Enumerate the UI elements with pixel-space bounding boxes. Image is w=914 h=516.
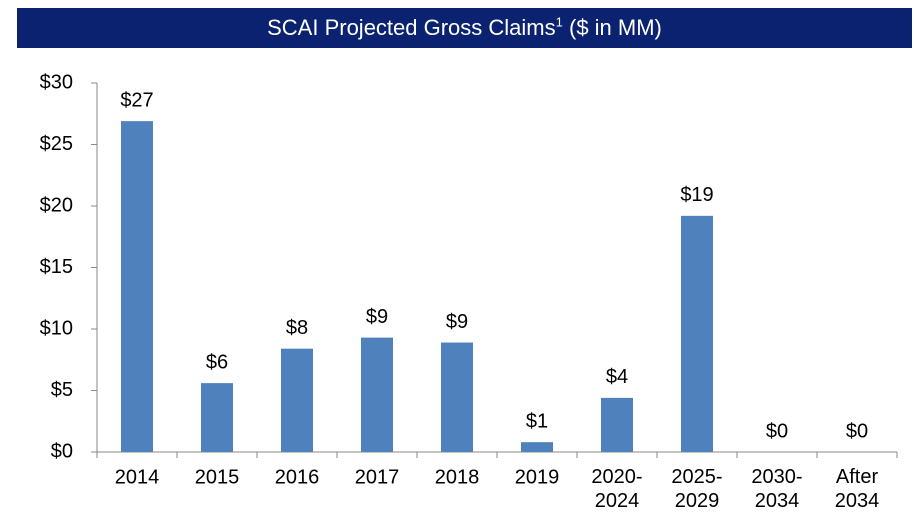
value-label: $9 bbox=[366, 306, 388, 328]
value-label: $4 bbox=[606, 366, 628, 388]
x-tick-label: After 2034 bbox=[835, 466, 880, 512]
y-tick-label: $15 bbox=[40, 256, 73, 278]
x-tick-label: 2017 bbox=[355, 466, 400, 488]
x-tick-label: 2025-2029 bbox=[671, 466, 722, 512]
bar bbox=[601, 397, 633, 452]
y-tick-label: $10 bbox=[40, 317, 73, 339]
unit-label: ($ in MM) bbox=[569, 15, 662, 40]
value-label: $0 bbox=[766, 420, 788, 442]
bar bbox=[441, 342, 473, 452]
value-label: $6 bbox=[206, 351, 228, 373]
y-tick-label: $30 bbox=[40, 71, 73, 93]
bar bbox=[521, 442, 553, 452]
x-tick-label: 2030-2034 bbox=[751, 466, 802, 512]
x-tick-label: 2015 bbox=[195, 466, 240, 488]
value-label: $0 bbox=[846, 420, 868, 442]
x-tick-label: 2019 bbox=[515, 466, 560, 488]
value-label: $8 bbox=[286, 317, 308, 339]
x-tick-label: 2014 bbox=[115, 466, 160, 488]
value-label: $19 bbox=[680, 184, 713, 206]
bar bbox=[361, 337, 393, 452]
x-tick-label: 2020-2024 bbox=[591, 466, 642, 512]
bar bbox=[201, 383, 233, 452]
bar bbox=[121, 121, 153, 452]
y-tick-label: $5 bbox=[51, 379, 73, 401]
y-tick-label: $20 bbox=[40, 194, 73, 216]
value-label: $9 bbox=[446, 311, 468, 333]
value-label: $27 bbox=[120, 89, 153, 111]
chart-title: SCAI Projected Gross Claims bbox=[267, 15, 556, 40]
x-tick-label: 2018 bbox=[435, 466, 480, 488]
x-tick-label: 2016 bbox=[275, 466, 320, 488]
y-tick-label: $0 bbox=[51, 440, 73, 462]
bar bbox=[681, 215, 713, 452]
y-tick-label: $25 bbox=[40, 133, 73, 155]
value-label: $1 bbox=[526, 410, 548, 432]
title-banner: SCAI Projected Gross Claims1 ($ in MM) bbox=[17, 8, 912, 48]
bar bbox=[281, 348, 313, 452]
title-footnote: 1 bbox=[555, 14, 563, 30]
